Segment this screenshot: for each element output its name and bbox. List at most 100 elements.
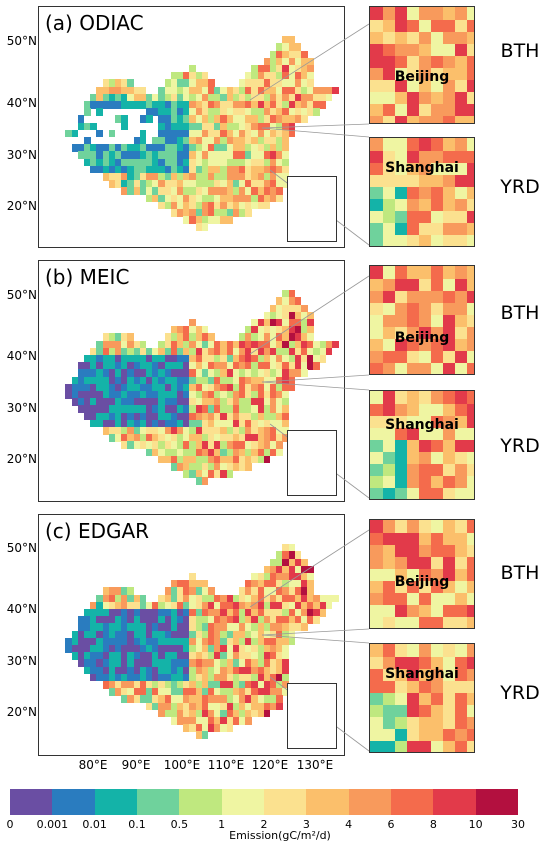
- emission-cell: [139, 405, 147, 413]
- emission-cell: [177, 623, 184, 631]
- zoom-emission-cell: [442, 475, 455, 488]
- emission-cell: [133, 652, 141, 660]
- emission-cell: [282, 630, 289, 639]
- zoom-emission-cell: [394, 475, 407, 488]
- emission-cell: [189, 623, 196, 631]
- emission-cell: [220, 724, 227, 732]
- emission-cell: [177, 165, 184, 174]
- emission-cell: [276, 180, 283, 188]
- emission-cell: [257, 645, 265, 653]
- emission-cell: [133, 441, 141, 449]
- emission-cell: [183, 362, 190, 370]
- emission-cell: [127, 681, 134, 689]
- emission-cell: [226, 405, 234, 413]
- emission-cell: [276, 194, 283, 203]
- emission-cell: [214, 115, 221, 123]
- emission-cell: [152, 158, 159, 167]
- zoom-emission-cell: [406, 487, 419, 499]
- emission-cell: [270, 441, 277, 449]
- emission-cell: [164, 441, 172, 449]
- emission-cell: [158, 623, 165, 631]
- zoom-inset-yrd-b: Shanghai: [369, 390, 475, 500]
- emission-cell: [139, 86, 147, 95]
- emission-cell: [294, 326, 302, 334]
- emission-cell: [189, 455, 196, 464]
- emission-cell: [208, 405, 215, 413]
- emission-cell: [170, 681, 178, 689]
- emission-cell: [146, 165, 153, 174]
- emission-cell: [232, 122, 240, 131]
- emission-cell: [189, 463, 196, 471]
- zoom-emission-cell: [370, 55, 383, 68]
- emission-cell: [288, 57, 296, 66]
- emission-cell: [270, 412, 277, 421]
- zoom-emission-cell: [442, 568, 455, 581]
- emission-cell: [146, 623, 153, 631]
- emission-cell: [96, 108, 103, 116]
- emission-cell: [115, 659, 122, 667]
- emission-cell: [158, 115, 165, 123]
- emission-cell: [276, 129, 283, 138]
- emission-cell: [158, 369, 165, 377]
- emission-cell: [245, 173, 252, 181]
- emission-cell: [133, 623, 141, 631]
- emission-cell: [257, 573, 265, 581]
- zoom-emission-cell: [382, 7, 395, 20]
- emission-cell: [183, 594, 190, 603]
- emission-cell: [251, 630, 258, 639]
- emission-cell: [226, 455, 234, 464]
- emission-cell: [158, 391, 165, 399]
- emission-cell: [294, 551, 302, 559]
- zoom-emission-cell: [466, 439, 474, 452]
- zoom-emission-cell: [454, 138, 467, 151]
- zoom-emission-cell: [418, 67, 431, 80]
- emission-cell: [115, 419, 122, 428]
- emission-cell: [108, 645, 116, 653]
- emission-cell: [257, 376, 265, 385]
- emission-cell: [288, 637, 296, 646]
- emission-cell: [201, 470, 209, 478]
- emission-cell: [77, 115, 85, 123]
- emission-cell: [102, 340, 110, 349]
- emission-cell: [108, 347, 116, 356]
- emission-cell: [183, 419, 190, 428]
- emission-cell: [146, 673, 153, 682]
- emission-cell: [121, 419, 128, 428]
- emission-cell: [108, 151, 116, 159]
- emission-cell: [214, 681, 221, 689]
- emission-cell: [189, 630, 196, 639]
- zoom-emission-cell: [418, 544, 431, 557]
- emission-cell: [226, 709, 234, 718]
- zoom-emission-cell: [430, 222, 443, 235]
- emission-cell: [245, 194, 252, 203]
- emission-cell: [152, 93, 159, 102]
- zoom-emission-cell: [370, 716, 383, 729]
- zoom-emission-cell: [430, 31, 443, 44]
- emission-cell: [164, 391, 172, 399]
- colorbar-tick-label: 0.01: [82, 818, 107, 831]
- zoom-emission-cell: [442, 290, 455, 303]
- zoom-emission-cell: [454, 115, 467, 123]
- zoom-emission-cell: [430, 616, 443, 628]
- emission-cell: [189, 326, 196, 334]
- emission-cell: [133, 383, 141, 392]
- emission-cell: [108, 340, 116, 349]
- emission-cell: [220, 709, 227, 718]
- emission-cell: [158, 129, 165, 138]
- emission-cell: [115, 93, 122, 102]
- emission-cell: [245, 609, 252, 617]
- zoom-emission-cell: [394, 31, 407, 44]
- emission-cell: [251, 702, 258, 711]
- emission-cell: [294, 333, 302, 341]
- emission-cell: [251, 101, 258, 109]
- zoom-emission-cell: [406, 475, 419, 488]
- emission-cell: [115, 688, 122, 696]
- zoom-emission-cell: [442, 174, 455, 187]
- emission-cell: [276, 57, 283, 66]
- emission-cell: [270, 601, 277, 610]
- emission-cell: [276, 412, 283, 421]
- emission-cell: [257, 79, 265, 87]
- emission-cell: [251, 355, 258, 363]
- zoom-emission-cell: [394, 487, 407, 499]
- emission-cell: [133, 340, 141, 349]
